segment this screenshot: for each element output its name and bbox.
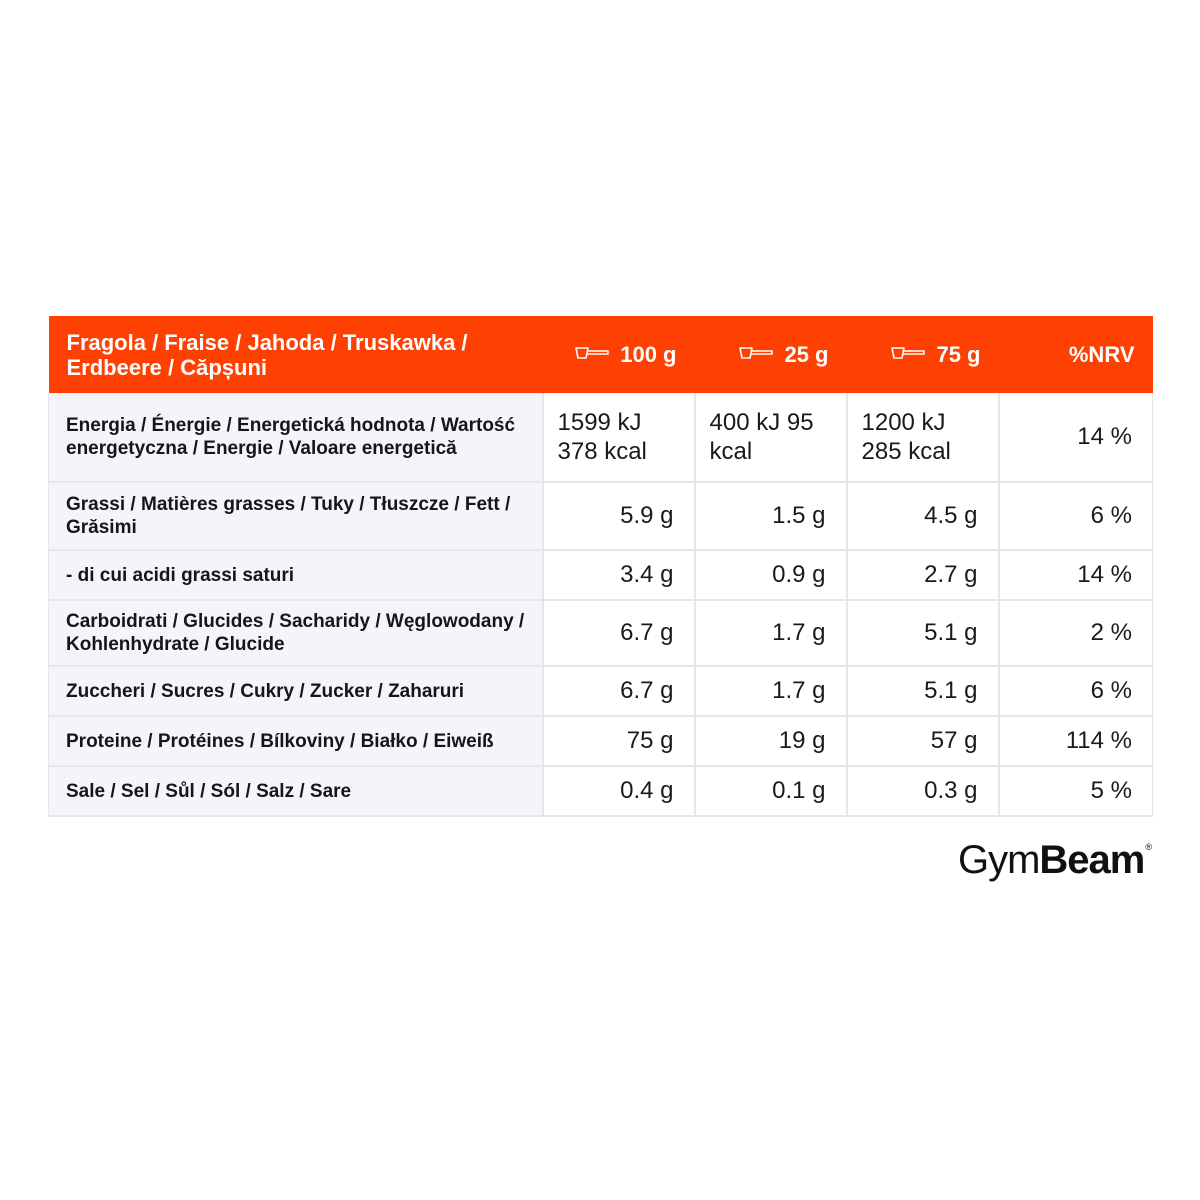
cell-salt-25g: 0.1 g [693, 765, 848, 817]
cell-saturates-75g: 2.7 g [845, 549, 1000, 601]
cell-protein-nrv: 114 % [997, 715, 1153, 767]
logo-beam: Beam [1039, 838, 1145, 882]
cell-fat-nrv: 6 % [997, 481, 1153, 551]
cell-saturates-nrv: 14 % [997, 549, 1153, 601]
cell-carbohydrates-75g: 5.1 g [845, 599, 1000, 667]
table-row: Proteine / Protéines / Bílkoviny / Białk… [48, 715, 1153, 767]
nutrition-table-container: Fragola / Fraise / Jahoda / Truskawka / … [48, 316, 1153, 817]
cell-fat-75g: 4.5 g [845, 481, 1000, 551]
nutrition-table: Fragola / Fraise / Jahoda / Truskawka / … [48, 316, 1153, 817]
cell-sugars-nrv: 6 % [997, 665, 1153, 717]
table-row: Sale / Sel / Sůl / Sól / Salz / Sare 0.4… [48, 765, 1153, 817]
header-nrv: %NRV [998, 316, 1153, 393]
cell-protein-25g: 19 g [693, 715, 848, 767]
cell-protein-100g: 75 g [541, 715, 696, 767]
flavor-header: Fragola / Fraise / Jahoda / Truskawka / … [48, 316, 543, 393]
table-row: Carboidrati / Glucides / Sacharidy / Węg… [48, 599, 1153, 667]
header-75g: 75 g [846, 316, 999, 393]
row-label-energy: Energia / Énergie / Energetická hodnota … [48, 393, 544, 483]
header-25g: 25 g [694, 316, 847, 393]
cell-salt-75g: 0.3 g [845, 765, 1000, 817]
row-label-fat: Grassi / Matières grasses / Tuky / Tłusz… [48, 481, 544, 551]
logo-gym: Gym [957, 838, 1040, 882]
header-100g: 100 g [542, 316, 695, 393]
table-row: Zuccheri / Sucres / Cukry / Zucker / Zah… [48, 665, 1153, 717]
cell-sugars-25g: 1.7 g [693, 665, 848, 717]
cell-energy-nrv: 14 % [997, 393, 1153, 483]
row-label-sugars: Zuccheri / Sucres / Cukry / Zucker / Zah… [48, 665, 544, 717]
scoop-icon [891, 347, 926, 359]
cell-fat-100g: 5.9 g [541, 481, 696, 551]
row-label-saturates: - di cui acidi grassi saturi [48, 549, 544, 601]
row-label-salt: Sale / Sel / Sůl / Sól / Salz / Sare [48, 765, 544, 817]
cell-saturates-25g: 0.9 g [693, 549, 848, 601]
row-label-protein: Proteine / Protéines / Bílkoviny / Białk… [48, 715, 544, 767]
row-label-carbohydrates: Carboidrati / Glucides / Sacharidy / Węg… [48, 599, 544, 667]
cell-energy-100g: 1599 kJ 378 kcal [541, 393, 696, 483]
header-75g-label: 75 g [936, 342, 981, 368]
table-header-row: Fragola / Fraise / Jahoda / Truskawka / … [48, 316, 1153, 393]
cell-sugars-75g: 5.1 g [845, 665, 1000, 717]
cell-energy-25g: 400 kJ 95 kcal [693, 393, 848, 483]
scoop-icon [739, 347, 774, 359]
logo-registered-mark: ® [1145, 842, 1152, 852]
table-row: Grassi / Matières grasses / Tuky / Tłusz… [48, 481, 1153, 551]
table-row: Energia / Énergie / Energetická hodnota … [48, 393, 1153, 483]
header-100g-label: 100 g [620, 342, 677, 368]
header-25g-label: 25 g [784, 342, 829, 368]
cell-carbohydrates-100g: 6.7 g [541, 599, 696, 667]
cell-salt-nrv: 5 % [997, 765, 1153, 817]
gymbeam-logo: GymBeam® [958, 838, 1152, 883]
cell-salt-100g: 0.4 g [541, 765, 696, 817]
cell-saturates-100g: 3.4 g [541, 549, 696, 601]
cell-fat-25g: 1.5 g [693, 481, 848, 551]
scoop-icon [575, 347, 610, 359]
cell-energy-75g: 1200 kJ 285 kcal [845, 393, 1000, 483]
cell-protein-75g: 57 g [845, 715, 1000, 767]
cell-sugars-100g: 6.7 g [541, 665, 696, 717]
cell-carbohydrates-25g: 1.7 g [693, 599, 848, 667]
table-row: - di cui acidi grassi saturi 3.4 g 0.9 g… [48, 549, 1153, 601]
cell-carbohydrates-nrv: 2 % [997, 599, 1153, 667]
